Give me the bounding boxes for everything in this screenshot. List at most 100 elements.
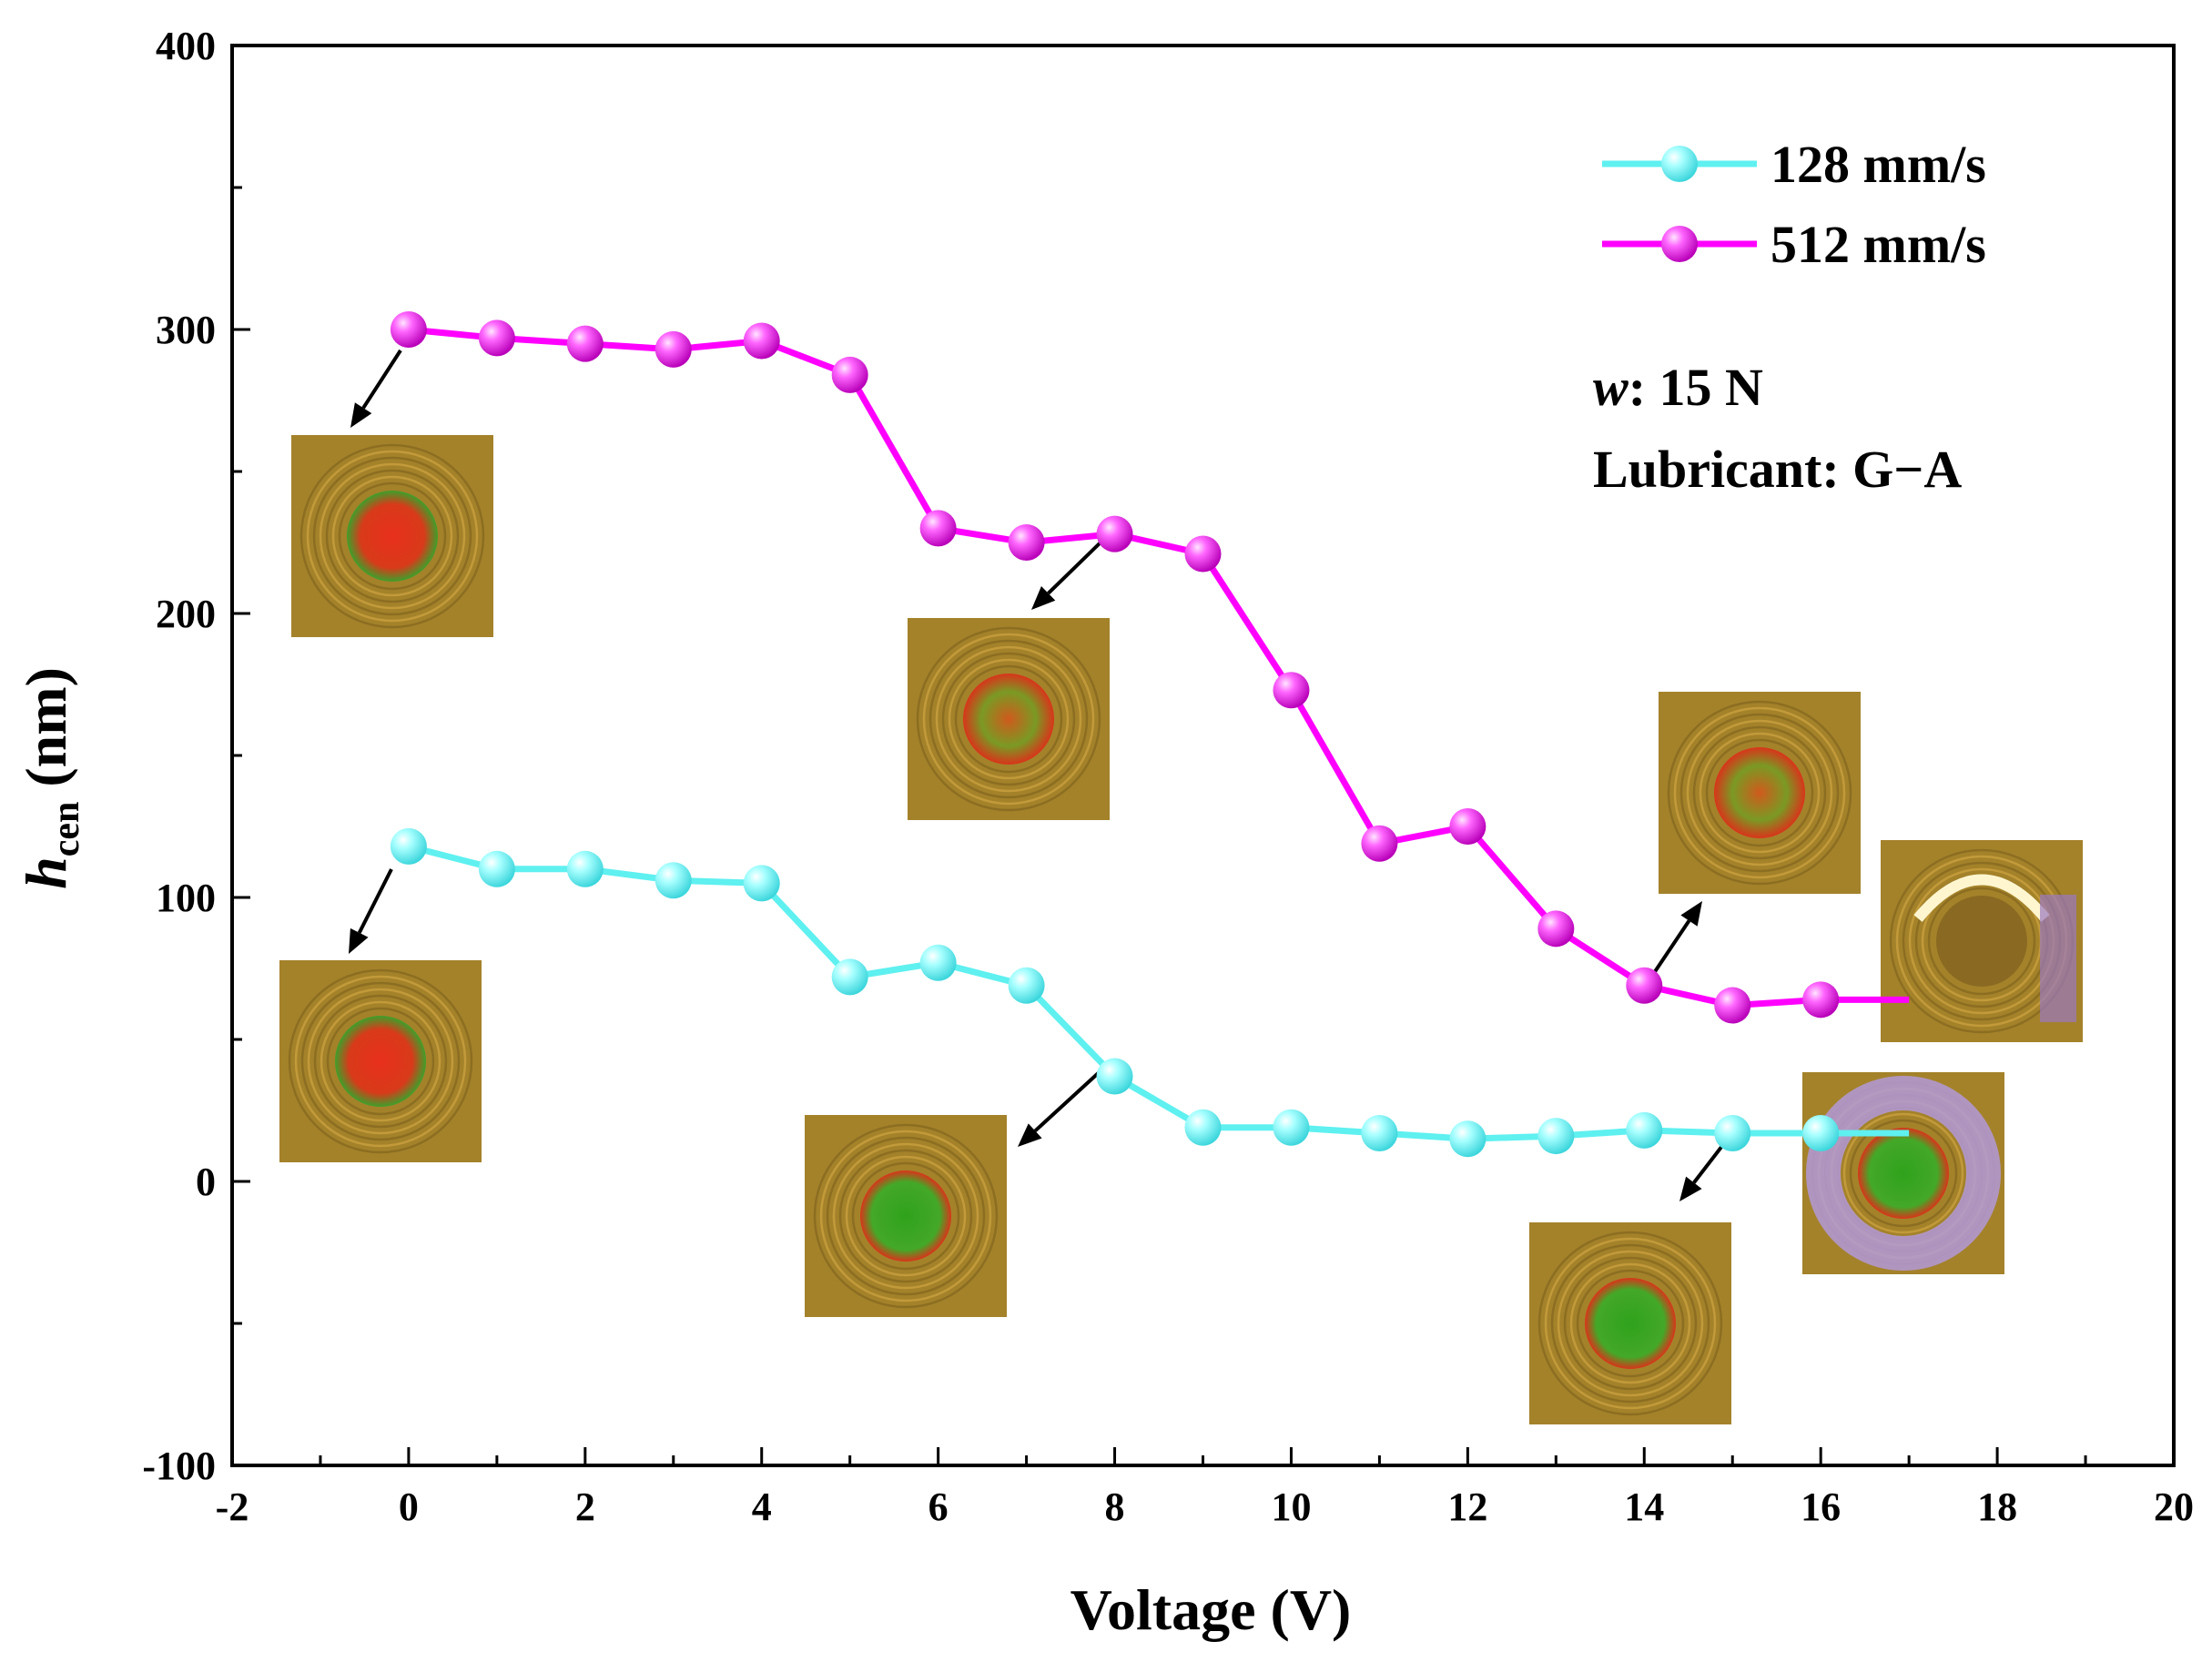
fringe-ring: [948, 658, 1070, 780]
x-tick-label: 2: [575, 1485, 595, 1529]
fringe-ring: [319, 462, 466, 610]
series-512mms: [390, 311, 1910, 1024]
data-point: [1714, 1114, 1751, 1151]
fringe-ring: [326, 1007, 435, 1116]
fringe-ring: [1692, 725, 1827, 860]
x-tick-label: -2: [216, 1485, 249, 1529]
legend-marker-512: [1661, 226, 1698, 262]
svg-text:hcen (nm): hcen (nm): [14, 667, 87, 889]
fringe-ring: [331, 475, 453, 597]
fringe-ring: [1537, 1231, 1723, 1416]
data-point: [1802, 1114, 1840, 1151]
contact-spot: [1585, 1278, 1676, 1369]
y-axis-title-unit: (nm): [14, 667, 78, 787]
contact-spot: [1936, 896, 2027, 987]
data-point: [1096, 1058, 1133, 1095]
data-point: [919, 510, 957, 547]
annotation-arrow: [350, 349, 402, 428]
x-tick-label: 20: [2154, 1485, 2194, 1529]
contact-spot: [1858, 1128, 1949, 1219]
fringe-ring: [312, 456, 472, 616]
legend: 128 mm/s 512 mm/s: [1602, 135, 1986, 274]
data-point: [831, 356, 868, 393]
data-point: [919, 944, 957, 981]
annotation-arrow: [1650, 901, 1702, 978]
annotation-arrow: [349, 868, 393, 954]
y-axis-title-sub: cen: [46, 802, 87, 857]
fringe-ring: [1927, 887, 2036, 996]
fringe-ring: [832, 1142, 979, 1290]
legend-label-512: 512 mm/s: [1771, 215, 1986, 274]
series-line: [408, 326, 1910, 1009]
fringe-ring: [916, 626, 1101, 812]
contact-spot: [1714, 747, 1805, 838]
y-tick-label: 100: [156, 876, 216, 920]
interference-image: [291, 435, 493, 637]
fringe-ring: [928, 639, 1089, 799]
x-tick-label: 10: [1271, 1485, 1311, 1529]
fringe-ring: [1557, 1250, 1704, 1397]
fringe-ring: [1686, 719, 1833, 866]
interference-image: [805, 1115, 1007, 1317]
condition-annotation: w: 15 N Lubricant: G−A: [1593, 358, 1962, 499]
data-point: [1537, 910, 1575, 948]
x-tick-label: 4: [752, 1485, 772, 1529]
data-point: [1273, 1109, 1310, 1146]
data-point: [478, 319, 515, 357]
data-point: [654, 330, 692, 368]
interference-image: [1802, 1072, 2004, 1274]
interference-image: [1659, 692, 1861, 894]
annotation-arrow: [1031, 540, 1103, 610]
y-axis-title: hcen (nm): [14, 667, 87, 889]
fringe-ring: [1544, 1237, 1717, 1410]
data-point: [1008, 967, 1045, 1004]
x-tick-label: 18: [1977, 1485, 2017, 1529]
x-tick-label: 12: [1447, 1485, 1487, 1529]
fringe-ring: [288, 968, 473, 1154]
legend-marker-128: [1661, 146, 1698, 182]
data-point: [1626, 967, 1663, 1004]
bright-arc: [1913, 874, 2050, 922]
x-tick-label: 8: [1105, 1485, 1125, 1529]
contact-spot: [335, 1016, 426, 1107]
y-tick-label: 200: [156, 592, 216, 636]
fringe-ring: [813, 1123, 999, 1309]
x-tick-label: 6: [928, 1485, 949, 1529]
fringe-ring: [1576, 1269, 1685, 1378]
data-point: [1184, 535, 1222, 573]
fringe-ring: [941, 652, 1076, 786]
data-series: [390, 311, 1910, 1158]
data-point: [390, 827, 427, 865]
interference-images: [279, 435, 2083, 1424]
fringe-ring: [935, 645, 1082, 793]
fringe-ring: [826, 1136, 986, 1296]
fringe-ring: [338, 481, 447, 591]
interference-image: [1881, 840, 2083, 1042]
data-point: [1714, 987, 1751, 1024]
data-point: [1449, 808, 1487, 845]
series-128mms: [390, 827, 1910, 1158]
y-axis-title-main: h: [14, 856, 78, 889]
x-axis-title: Voltage (V): [1070, 1577, 1352, 1642]
weight-value: : 15 N: [1629, 358, 1763, 417]
interference-image: [279, 960, 482, 1162]
fringe-ring: [294, 975, 467, 1148]
data-point: [1802, 981, 1840, 1018]
axis-ticks: -2 0 2 4 6 8 10 12 14 16 18 20 -100 0 100 200 300 400: [142, 24, 2194, 1529]
data-point: [1361, 825, 1398, 862]
y-tick-label: 400: [156, 24, 216, 68]
annotation-arrow: [1018, 1066, 1106, 1147]
fringe-ring: [954, 664, 1063, 774]
fringe-ring: [838, 1149, 973, 1283]
fringe-ring: [1667, 700, 1852, 886]
fringe-ring: [307, 988, 454, 1135]
interference-image: [908, 618, 1110, 820]
fringe-ring: [306, 450, 479, 623]
fringe-ring: [1569, 1262, 1691, 1384]
fringe-ring: [1679, 713, 1840, 873]
data-point: [1449, 1120, 1487, 1158]
data-point: [1626, 1111, 1663, 1149]
fringe-ring: [300, 981, 461, 1141]
data-point: [1184, 1109, 1222, 1146]
x-tick-label: 14: [1624, 1485, 1664, 1529]
